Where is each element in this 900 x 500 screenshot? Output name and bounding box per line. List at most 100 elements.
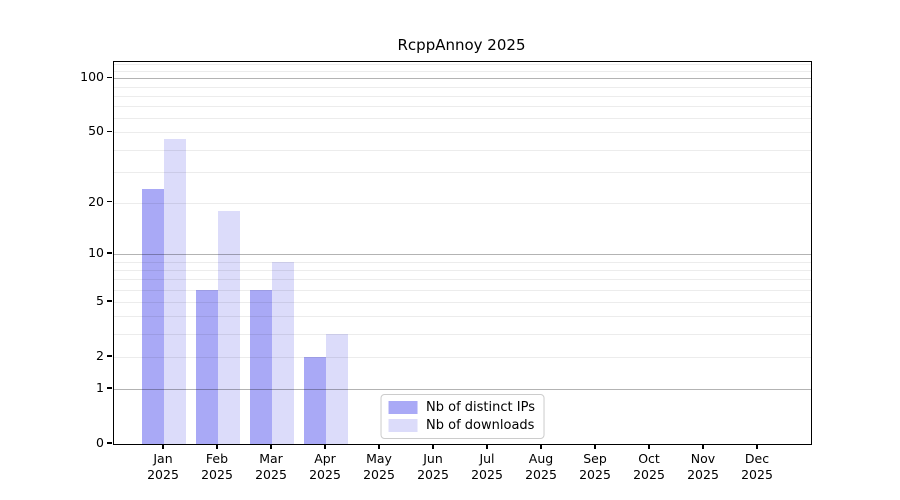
legend-item-distinct-ips: Nb of distinct IPs: [388, 400, 535, 415]
x-tick-label-line: 2025: [417, 467, 449, 482]
minor-gridline: [114, 86, 811, 88]
bar-downloads: [326, 334, 348, 444]
x-tick-label-line: 2025: [633, 467, 665, 482]
minor-gridline: [114, 95, 811, 97]
y-tick-label: 10: [88, 244, 104, 260]
chart-title: RcppAnnoy 2025: [397, 36, 526, 54]
x-tick-label-line: Aug: [528, 451, 554, 466]
bar-distinct-ips: [304, 356, 326, 444]
x-tick-label: Jun 2025: [401, 451, 465, 483]
x-tick-label-line: 2025: [255, 467, 287, 482]
x-tick-label-line: 2025: [579, 467, 611, 482]
major-gridline: [114, 78, 811, 80]
x-tick-label-line: Jul: [479, 451, 495, 466]
minor-gridline: [114, 334, 811, 336]
y-tick-label: 2: [96, 347, 104, 363]
legend-item-downloads: Nb of downloads: [388, 418, 535, 433]
minor-gridline: [114, 289, 811, 291]
x-tick-label-line: Jun: [423, 451, 443, 466]
x-tick-label-line: Nov: [690, 451, 716, 466]
minor-gridline: [114, 132, 811, 134]
y-tick: [107, 201, 112, 203]
minor-gridline: [114, 106, 811, 108]
bar-distinct-ips: [142, 188, 164, 444]
y-tick: [107, 76, 112, 78]
minor-gridline: [114, 279, 811, 281]
x-tick-label-line: 2025: [363, 467, 395, 482]
bar-distinct-ips: [250, 289, 272, 444]
x-tick: [486, 444, 488, 449]
x-tick-label-line: Jan: [153, 451, 173, 466]
x-tick-label-line: 2025: [147, 467, 179, 482]
minor-gridline: [114, 171, 811, 173]
x-tick-label-line: Sep: [583, 451, 607, 466]
x-tick-label-line: Apr: [314, 451, 336, 466]
x-tick-label-line: 2025: [741, 467, 773, 482]
x-tick-label: Nov 2025: [671, 451, 735, 483]
x-tick-label-line: Oct: [638, 451, 660, 466]
y-tick-label: 100: [80, 69, 104, 85]
x-tick-label: Aug 2025: [509, 451, 573, 483]
major-gridline: [114, 389, 811, 391]
x-tick-label: May 2025: [347, 451, 411, 483]
minor-gridline: [114, 316, 811, 318]
y-tick: [107, 442, 112, 444]
minor-gridline: [114, 70, 811, 72]
x-tick-label-line: May: [366, 451, 392, 466]
x-tick-label-line: 2025: [471, 467, 503, 482]
x-tick: [594, 444, 596, 449]
x-tick: [702, 444, 704, 449]
x-tick-label-line: 2025: [525, 467, 557, 482]
x-tick: [162, 444, 164, 449]
x-tick-label: Apr 2025: [293, 451, 357, 483]
x-tick-label: Jul 2025: [455, 451, 519, 483]
legend-label-distinct-ips: Nb of distinct IPs: [426, 400, 535, 415]
x-tick-label-line: Feb: [205, 451, 229, 466]
x-tick-label-line: 2025: [201, 467, 233, 482]
x-tick: [378, 444, 380, 449]
legend-label-downloads: Nb of downloads: [426, 418, 535, 433]
minor-gridline: [114, 202, 811, 204]
minor-gridline: [114, 118, 811, 120]
x-tick: [648, 444, 650, 449]
x-tick: [216, 444, 218, 449]
x-tick-label: Mar 2025: [239, 451, 303, 483]
y-tick: [107, 355, 112, 357]
legend: Nb of distinct IPs Nb of downloads: [380, 394, 545, 439]
x-tick: [540, 444, 542, 449]
minor-gridline: [114, 261, 811, 263]
y-tick-label: 1: [96, 380, 104, 396]
minor-gridline: [114, 63, 811, 65]
legend-swatch-downloads: [388, 419, 418, 432]
x-tick-label: Sep 2025: [563, 451, 627, 483]
minor-gridline: [114, 149, 811, 151]
x-tick: [324, 444, 326, 449]
x-tick-label: Feb 2025: [185, 451, 249, 483]
y-tick-label: 0: [96, 435, 104, 450]
x-tick-label-line: 2025: [309, 467, 341, 482]
y-tick-label: 20: [88, 193, 104, 209]
legend-swatch-distinct-ips: [388, 401, 418, 414]
bar-downloads: [164, 138, 186, 444]
x-tick-label: Jan 2025: [131, 451, 195, 483]
y-tick-label: 50: [88, 123, 104, 139]
x-tick-label-line: 2025: [687, 467, 719, 482]
x-tick-label-line: Mar: [259, 451, 283, 466]
y-tick: [107, 252, 112, 254]
minor-gridline: [114, 302, 811, 303]
bar-downloads: [218, 210, 240, 444]
y-tick-label: 5: [96, 293, 104, 308]
x-tick-label: Oct 2025: [617, 451, 681, 483]
bar-distinct-ips: [196, 289, 218, 444]
minor-gridline: [114, 356, 811, 358]
x-tick: [270, 444, 272, 449]
x-tick: [432, 444, 434, 449]
x-tick-label-line: Dec: [744, 451, 770, 466]
major-gridline: [114, 253, 811, 255]
bar-downloads: [272, 261, 294, 444]
plot-area: Nb of distinct IPs Nb of downloads: [113, 61, 812, 445]
x-tick: [756, 444, 758, 449]
y-tick: [107, 130, 112, 132]
y-tick: [107, 387, 112, 389]
